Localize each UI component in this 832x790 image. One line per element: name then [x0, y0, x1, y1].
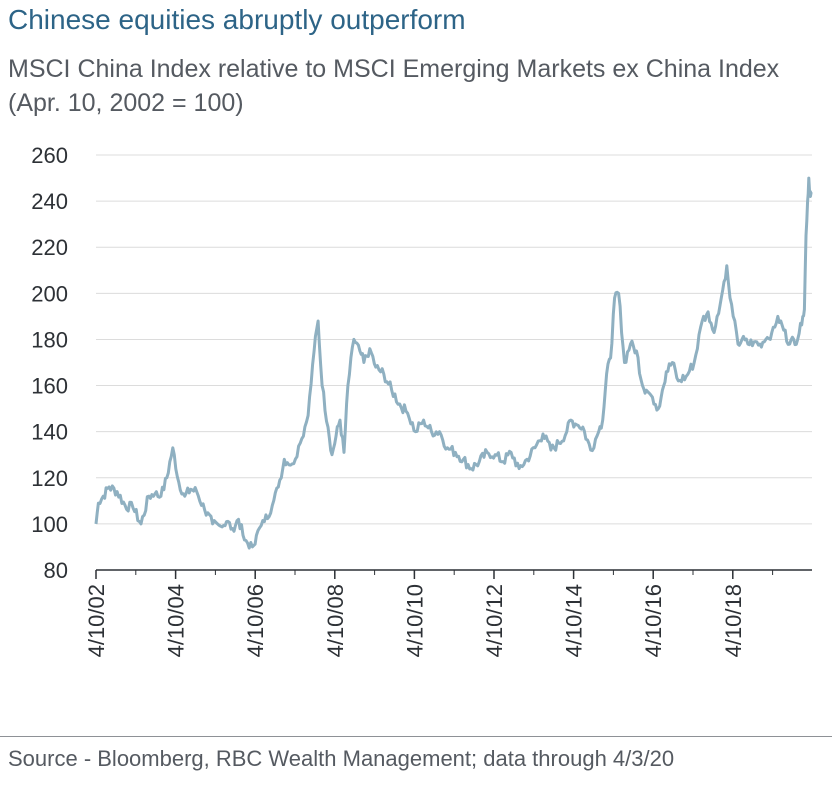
y-tick-label-80: 80: [44, 558, 68, 583]
x-tick-label-7: 4/10/16: [641, 584, 666, 657]
series-group: [94, 176, 813, 550]
x-tick-label-3: 4/10/08: [323, 584, 348, 657]
x-tick-label-4: 4/10/10: [402, 584, 427, 657]
y-tick-label-240: 240: [31, 189, 68, 214]
x-axis: 4/10/02 4/10/04 4/10/06 4/10/08 4/10/10 4/10/…: [84, 569, 812, 657]
y-tick-label-160: 160: [31, 374, 68, 399]
x-tick-label-6: 4/10/14: [562, 584, 587, 657]
y-tick-label-120: 120: [31, 466, 68, 491]
x-tick-label-5: 4/10/12: [482, 584, 507, 657]
y-tick-label-140: 140: [31, 420, 68, 445]
chart-title: Chinese equities abruptly outperform: [8, 4, 466, 35]
subtitle-line-2: (Apr. 10, 2002 = 100): [8, 89, 244, 117]
x-tick-label-1: 4/10/04: [164, 584, 189, 657]
subtitle-line-1: MSCI China Index relative to MSCI Emergi…: [8, 55, 780, 83]
source-note: Source - Bloomberg, RBC Wealth Managemen…: [8, 746, 675, 771]
y-tick-label-200: 200: [31, 281, 68, 306]
y-tick-label-180: 180: [31, 327, 68, 352]
gridlines: [96, 154, 812, 525]
chart-subtitle: MSCI China Index relative to MSCI Emergi…: [8, 52, 828, 120]
footer-divider: [0, 736, 832, 737]
series-line-0: [94, 176, 813, 550]
y-tick-label-100: 100: [31, 512, 68, 537]
x-tick-label-2: 4/10/06: [243, 584, 268, 657]
y-tick-label-220: 220: [31, 235, 68, 260]
x-tick-label-8: 4/10/18: [721, 584, 746, 657]
y-axis: 80 100 120 140 160 180 200 220 240 260: [31, 143, 68, 583]
y-tick-label-260: 260: [31, 143, 68, 168]
x-tick-label-0: 4/10/02: [84, 584, 109, 657]
